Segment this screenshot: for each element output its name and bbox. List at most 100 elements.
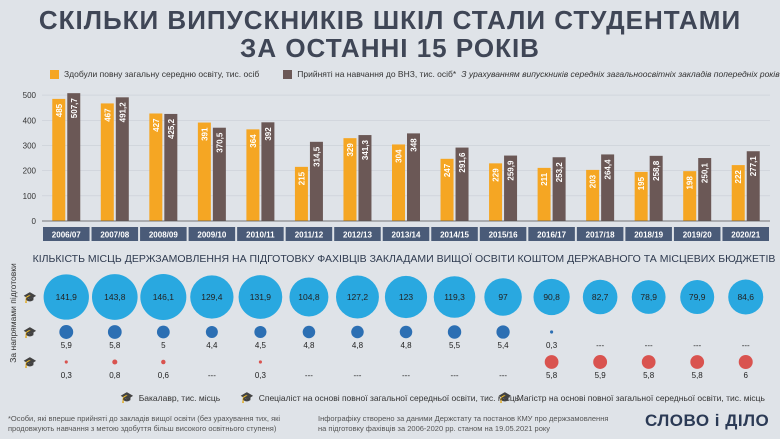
bar-admitted: [698, 158, 712, 221]
bubble-master: [112, 359, 118, 365]
bar-admitted-label: 291,6: [458, 152, 467, 173]
bar-graduates: [440, 158, 454, 221]
bar-admitted: [455, 147, 469, 221]
bubble-specialist-label: 5,5: [449, 341, 461, 350]
bar-graduates: [246, 129, 260, 221]
bar-graduates: [537, 167, 551, 221]
bubble-bachelor-label: 127,2: [347, 292, 369, 302]
bubble-master-label: ---: [402, 371, 410, 380]
bar-admitted-label: 314,5: [312, 146, 321, 167]
x-tick-label: 2012/13: [343, 231, 372, 240]
x-tick-label: 2017/18: [586, 231, 615, 240]
bar-admitted-label: 491,2: [118, 102, 127, 123]
year-band: [479, 227, 527, 241]
bar-graduates-label: 203: [589, 174, 598, 188]
bar-admitted-label: 259,9: [507, 160, 516, 181]
bubble-specialist-label: 4,5: [255, 341, 267, 350]
bubble-master: [544, 355, 559, 369]
x-tick-label: 2015/16: [489, 231, 518, 240]
page-title-line2: ЗА ОСТАННІ 15 РОКІВ: [240, 33, 540, 63]
year-band: [43, 227, 90, 241]
bubble-bachelor-label: 146,1: [153, 292, 175, 302]
bubble-master-label: 0,8: [109, 371, 121, 380]
bubble-bachelor-label: 143,8: [104, 292, 126, 302]
bubble-specialist: [496, 325, 510, 339]
bar-admitted: [358, 135, 372, 221]
bubble-specialist: [351, 325, 364, 339]
bar-graduates-label: 467: [103, 108, 112, 122]
legend-master: 🎓 Магістр на основі повної загальної сер…: [498, 391, 765, 404]
bubble-bachelor: [533, 278, 570, 316]
x-tick-label: 2016/17: [537, 231, 566, 240]
bar-graduates-label: 198: [686, 176, 695, 190]
y-tick-label: 200: [23, 167, 37, 176]
bubble-bachelor-label: 119,3: [444, 292, 465, 302]
bubble-bachelor: [484, 278, 522, 316]
bar-admitted: [601, 154, 615, 221]
bar-graduates: [100, 103, 114, 221]
year-band: [91, 227, 139, 241]
bar-admitted-label: 258,8: [652, 160, 661, 181]
bubble-specialist-label: 4,8: [400, 341, 412, 350]
legend-series2-label: Прийняті на навчання до ВНЗ, тис. осіб*: [297, 69, 457, 79]
bubble-bachelor-label: 82,7: [592, 292, 609, 302]
bubble-master-label: 0,3: [255, 371, 267, 380]
y-tick-label: 500: [23, 91, 37, 100]
page-title-line1: СКІЛЬКИ ВИПУСКНИКІВ ШКІЛ СТАЛИ СТУДЕНТАМ…: [38, 5, 742, 35]
bar-admitted: [212, 127, 226, 221]
graduation-cap-icon: 🎓: [23, 357, 37, 369]
bubble-specialist: [447, 325, 462, 339]
year-band: [382, 227, 430, 241]
bubble-bachelor: [728, 279, 764, 315]
bubble-bachelor: [190, 275, 234, 319]
bubble-bachelor-label: 129,4: [201, 292, 223, 302]
bar-graduates: [343, 138, 357, 221]
year-band: [188, 227, 236, 241]
bar-graduates: [52, 98, 66, 221]
bar-graduates-label: 391: [200, 127, 209, 141]
bubble-master-label: ---: [499, 371, 507, 380]
legend-master-label: Магістр на основі повної загальної серед…: [516, 392, 765, 403]
y-tick-label: 400: [23, 116, 37, 125]
x-tick-label: 2007/08: [100, 231, 129, 240]
bubble-master-label: 5,8: [692, 371, 704, 380]
year-band: [576, 227, 624, 241]
bar-admitted: [309, 141, 323, 221]
graduation-cap-icon: 🎓: [23, 327, 37, 339]
bar-admitted-label: 264,4: [604, 159, 613, 180]
x-tick-label: 2020/21: [731, 231, 760, 240]
bubble-specialist: [156, 325, 170, 339]
x-tick-label: 2009/10: [197, 231, 226, 240]
bar-admitted: [504, 155, 518, 221]
year-band: [625, 227, 672, 241]
bar-graduates-label: 211: [540, 172, 549, 185]
bar-admitted-label: 392: [264, 127, 273, 141]
bubble-master: [690, 355, 705, 369]
section-title: КІЛЬКІСТЬ МІСЦЬ ДЕРЖЗАМОВЛЕННЯ НА ПІДГОТ…: [32, 253, 776, 265]
bubble-bachelor: [43, 274, 89, 320]
year-band: [285, 227, 333, 241]
bar-admitted-label: 425,2: [167, 118, 176, 139]
bar-admitted-label: 507,7: [70, 98, 79, 119]
bubble-master-label: 0,3: [61, 371, 73, 380]
bubble-master-label: ---: [353, 371, 361, 380]
bubble-specialist-label: 5,9: [61, 341, 73, 350]
graduation-cap-icon: 🎓: [240, 392, 254, 404]
bubble-bachelor: [238, 275, 283, 319]
bubble-specialist: [107, 325, 122, 339]
bubble-bachelor-label: 123: [399, 292, 413, 302]
bar-admitted-label: 250,1: [701, 162, 710, 183]
bubble-specialist-label: ---: [596, 341, 604, 350]
bubble-specialist-label: 5,8: [109, 341, 121, 350]
bubble-specialist-label: 4,8: [352, 341, 364, 350]
bar-admitted: [261, 122, 275, 221]
logo: СЛОВО і ДІЛО: [645, 411, 770, 430]
bubble-specialist-label: 4,8: [303, 341, 315, 350]
legend-swatch-orange: [50, 69, 59, 79]
bubble-master-label: ---: [208, 371, 216, 380]
bar-admitted: [407, 133, 420, 221]
year-band: [673, 227, 721, 241]
x-tick-label: 2014/15: [440, 231, 469, 240]
x-tick-label: 2011/12: [295, 231, 324, 240]
